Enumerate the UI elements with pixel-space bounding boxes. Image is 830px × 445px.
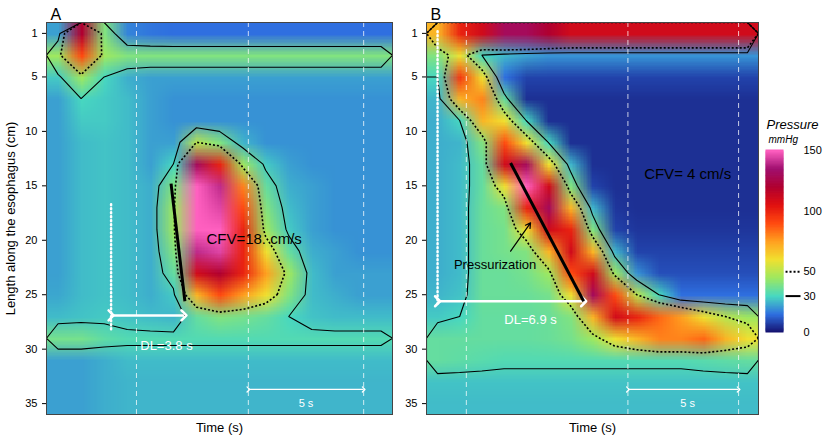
svg-text:30: 30 (804, 290, 816, 302)
svg-text:Pressurization: Pressurization (454, 257, 536, 272)
svg-text:5 s: 5 s (299, 397, 314, 409)
svg-text:25: 25 (25, 288, 37, 300)
svg-text:1: 1 (411, 27, 417, 39)
svg-text:mmHg: mmHg (769, 134, 799, 145)
svg-text:30: 30 (25, 343, 37, 355)
svg-text:20: 20 (25, 234, 37, 246)
svg-text:5: 5 (411, 70, 417, 82)
svg-text:35: 35 (25, 397, 37, 409)
svg-text:DL=3.8 s: DL=3.8 s (140, 338, 193, 353)
svg-text:B: B (431, 6, 442, 23)
svg-text:Time (s): Time (s) (569, 420, 616, 435)
svg-text:150: 150 (804, 144, 822, 156)
svg-text:Length along the esophagus (cm: Length along the esophagus (cm) (3, 122, 18, 316)
svg-text:1: 1 (31, 27, 37, 39)
svg-text:15: 15 (25, 179, 37, 191)
svg-text:15: 15 (405, 179, 417, 191)
svg-text:25: 25 (405, 288, 417, 300)
svg-text:50: 50 (804, 265, 816, 277)
svg-text:10: 10 (405, 125, 417, 137)
svg-text:5: 5 (31, 70, 37, 82)
svg-text:CFV= 4 cm/s: CFV= 4 cm/s (644, 165, 731, 182)
svg-text:DL=6.9 s: DL=6.9 s (504, 312, 557, 327)
svg-text:5 s: 5 s (680, 397, 695, 409)
svg-text:35: 35 (405, 397, 417, 409)
svg-text:10: 10 (25, 125, 37, 137)
svg-text:A: A (51, 6, 62, 23)
svg-text:Pressure: Pressure (767, 117, 819, 132)
svg-text:Time (s): Time (s) (196, 420, 243, 435)
svg-text:100: 100 (804, 205, 822, 217)
svg-text:30: 30 (405, 343, 417, 355)
svg-text:20: 20 (405, 234, 417, 246)
svg-text:CFV=18. cm/s: CFV=18. cm/s (206, 230, 301, 247)
svg-text:0: 0 (804, 326, 810, 338)
